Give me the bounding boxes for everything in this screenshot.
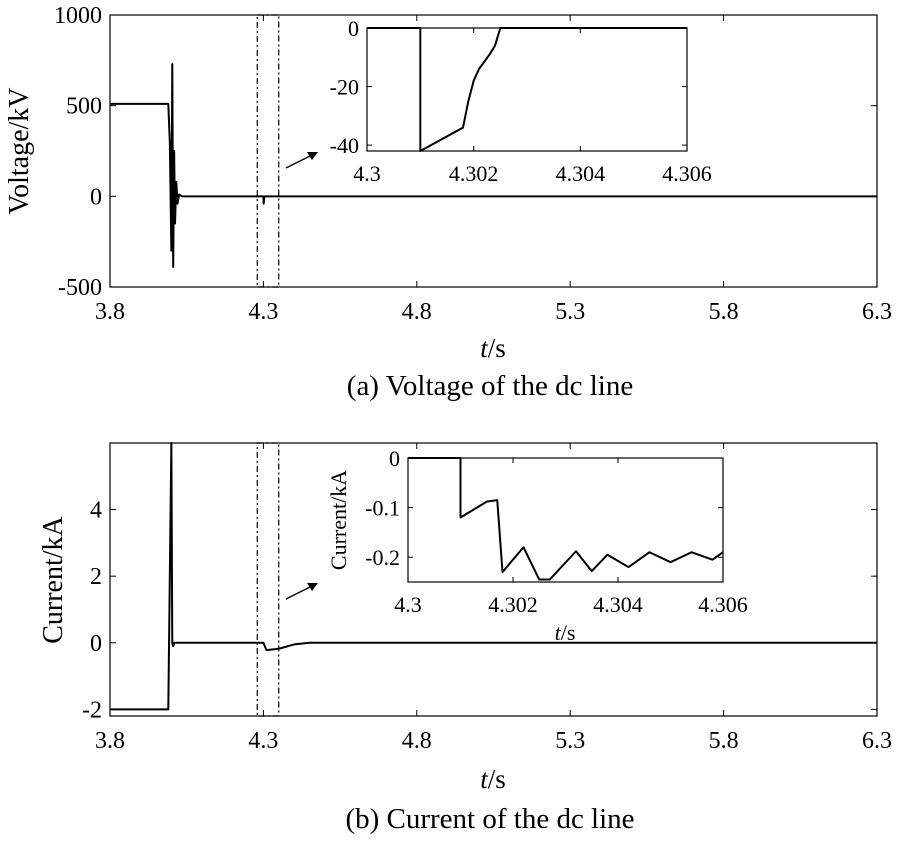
a-xtick-label: 4.3	[248, 299, 278, 325]
panel-a-inset-ytick-labels: 0 -20 -40	[330, 16, 359, 158]
a-xtick-label: 6.3	[862, 299, 892, 325]
b-xtick-label: 5.3	[555, 728, 585, 754]
panel-b-ytick-labels: 4 2 0 -2	[82, 498, 102, 724]
a-xtick-label: 5.3	[555, 299, 585, 325]
panel-a-xlabel: t/s	[480, 333, 506, 363]
panel-a-inset-trace	[367, 27, 687, 152]
panel-a-voltage-trace	[110, 62, 877, 269]
b-ytick-label: 4	[90, 498, 102, 524]
panel-b-inset-ytick-labels: 0 -0.1 -0.2	[365, 446, 400, 570]
panel-b-zoom-window	[256, 442, 280, 717]
ai-xtick-label: 4.3	[353, 161, 381, 186]
b-ytick-label: 2	[90, 564, 102, 590]
b-xtick-label: 6.3	[862, 728, 892, 754]
b-xtick-label: 4.8	[402, 728, 432, 754]
panel-a-inset-ticks	[366, 27, 688, 151]
ai-ytick-label: -40	[330, 133, 359, 158]
bi-xtick-label: 4.304	[593, 592, 643, 617]
ai-ytick-label: 0	[348, 16, 359, 41]
a-xtick-label: 4.8	[402, 299, 432, 325]
panel-b-inset-trace	[408, 457, 724, 581]
b-ytick-label: 0	[90, 631, 102, 657]
panel-b-inset-xtick-labels: 4.3 4.302 4.304 4.306	[394, 592, 748, 617]
b-xtick-label: 3.8	[95, 728, 125, 754]
panel-b-inset-xlabel-var: t	[555, 620, 562, 645]
panel-b-inset-xlabel: t/s	[555, 620, 576, 645]
panel-a-voltage: 1000 500 0 -500 3.8 4.3 4.8 5.3 5.8 6.3 Voltage/…	[4, 3, 892, 402]
panel-a-ylabel: Voltage/kV	[4, 87, 35, 214]
panel-b-xlabel-unit: /s	[488, 764, 506, 794]
panel-b-inset-ticks	[407, 457, 724, 582]
panel-a-ticks	[109, 14, 878, 288]
b-ytick-label: -2	[82, 697, 102, 723]
b-xtick-label: 4.3	[248, 728, 278, 754]
panel-a-zoom-arrow	[285, 152, 318, 169]
panel-a-caption: (a) Voltage of the dc line	[347, 370, 633, 402]
bi-xtick-label: 4.3	[394, 592, 422, 617]
a-ytick-label: 1000	[54, 3, 102, 29]
a-xtick-label: 5.8	[709, 299, 739, 325]
ai-xtick-label: 4.304	[556, 161, 606, 186]
panel-b-xlabel-var: t	[480, 764, 489, 794]
panel-b-inset: 0-0.1-0.2 4.3 4.302 4.304 4.306 Current/kA …	[326, 446, 748, 645]
a-xtick-label: 3.8	[95, 299, 125, 325]
ai-xtick-label: 4.302	[449, 161, 499, 186]
panel-b-zoom-arrow	[285, 583, 318, 600]
panel-b-axes-frame	[109, 442, 878, 717]
a-ytick-label: 500	[66, 94, 102, 120]
ai-ytick-label: -20	[330, 75, 359, 100]
panel-a-ytick-labels: 1000 500 0 -500	[54, 3, 102, 301]
panel-a-zoom-window	[256, 14, 280, 288]
panel-b-xtick-labels: 3.8 4.3 4.8 5.3 5.8 6.3	[95, 728, 892, 754]
panel-b-current: 420-2 3.8 4.3 4.8 5.3 5.8 6.3 Current/kA t/s …	[38, 442, 892, 835]
a-ytick-label: -500	[58, 275, 102, 301]
panel-a-xtick-labels: 3.8 4.3 4.8 5.3 5.8 6.3	[95, 299, 892, 325]
panel-a-xlabel-var: t	[480, 333, 489, 363]
panel-b-current-trace	[110, 442, 877, 711]
b-xtick-label: 5.8	[709, 728, 739, 754]
bi-xtick-label: 4.306	[698, 592, 748, 617]
a-ytick-label: 0	[90, 184, 102, 210]
panel-a-axes-frame	[109, 14, 878, 288]
ai-xtick-label: 4.306	[662, 161, 712, 186]
panel-b-caption: (b) Current of the dc line	[345, 803, 634, 835]
panel-b-ylabel: Current/kA	[38, 515, 69, 643]
bi-ytick-label: -0.1	[365, 496, 400, 521]
panel-b-inset-xlabel-unit: /s	[561, 620, 576, 645]
panel-b-inset-ylabel: Current/kA	[326, 470, 351, 570]
bi-xtick-label: 4.302	[488, 592, 538, 617]
panel-a-inset-frame	[366, 27, 688, 152]
panel-a-inset: 0 -20 -40 4.3 4.302 4.304 4.306	[330, 16, 712, 186]
panel-b-xlabel: t/s	[480, 764, 506, 794]
bi-ytick-label: 0	[389, 446, 400, 471]
panel-a-xlabel-unit: /s	[488, 333, 506, 363]
panel-a-inset-xtick-labels: 4.3 4.302 4.304 4.306	[353, 161, 712, 186]
bi-ytick-label: -0.2	[365, 545, 400, 570]
